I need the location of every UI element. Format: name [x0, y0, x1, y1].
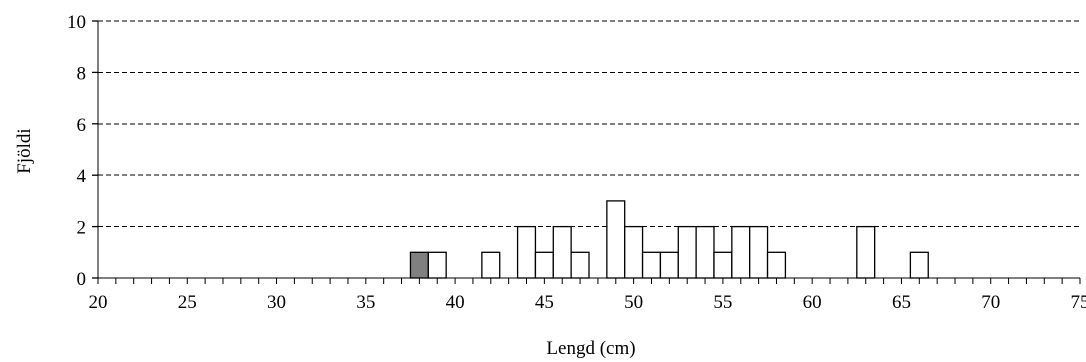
- histogram-bar: [731, 225, 751, 279]
- histogram-bar-highlight: [409, 251, 429, 279]
- histogram-bar: [695, 225, 715, 279]
- histogram-bar: [570, 251, 590, 279]
- y-axis-title: Fjöldi: [14, 128, 35, 173]
- x-tick-label: 45: [535, 292, 554, 313]
- histogram-bar: [624, 225, 644, 279]
- y-tick-label: 6: [77, 115, 87, 136]
- histogram-bar: [516, 225, 537, 279]
- histogram-bar: [552, 225, 572, 279]
- gridlines: [98, 20, 1080, 228]
- histogram-bar: [427, 251, 447, 279]
- histogram-bar: [766, 251, 787, 279]
- y-tick-label: 10: [67, 12, 86, 33]
- histogram-bar: [677, 225, 697, 279]
- y-tick-label: 8: [77, 63, 87, 84]
- x-tick-label: 60: [803, 292, 822, 313]
- y-tick-label: 4: [77, 166, 87, 187]
- histogram-bar: [606, 200, 626, 279]
- x-tick-label: 50: [624, 292, 643, 313]
- histogram-bar: [481, 251, 501, 279]
- histogram-bar: [713, 251, 733, 279]
- y-tick-label: 0: [77, 269, 87, 290]
- x-tick-label: 25: [178, 292, 197, 313]
- x-tick-label: 65: [892, 292, 911, 313]
- x-tick-label: 40: [446, 292, 465, 313]
- bars: [409, 200, 929, 279]
- histogram-bar: [641, 251, 662, 279]
- x-tick-label: 35: [356, 292, 375, 313]
- x-tick-label: 55: [713, 292, 732, 313]
- histogram-bar: [856, 225, 876, 279]
- x-tick-label: 75: [1071, 292, 1086, 313]
- x-axis-title: Lengd (cm): [546, 338, 635, 359]
- histogram-bar: [534, 251, 554, 279]
- x-tick-label: 70: [981, 292, 1000, 313]
- histogram-bar: [749, 225, 769, 279]
- y-tick-label: 2: [77, 218, 87, 239]
- histogram-bar: [659, 251, 679, 279]
- histogram-bar: [909, 251, 929, 279]
- x-tick-label: 30: [267, 292, 286, 313]
- x-tick-label: 20: [89, 292, 108, 313]
- axes: 0 2 4 6 8 10 20 25 30 35 40 45 50 55 60 65 70 75: [67, 12, 1086, 313]
